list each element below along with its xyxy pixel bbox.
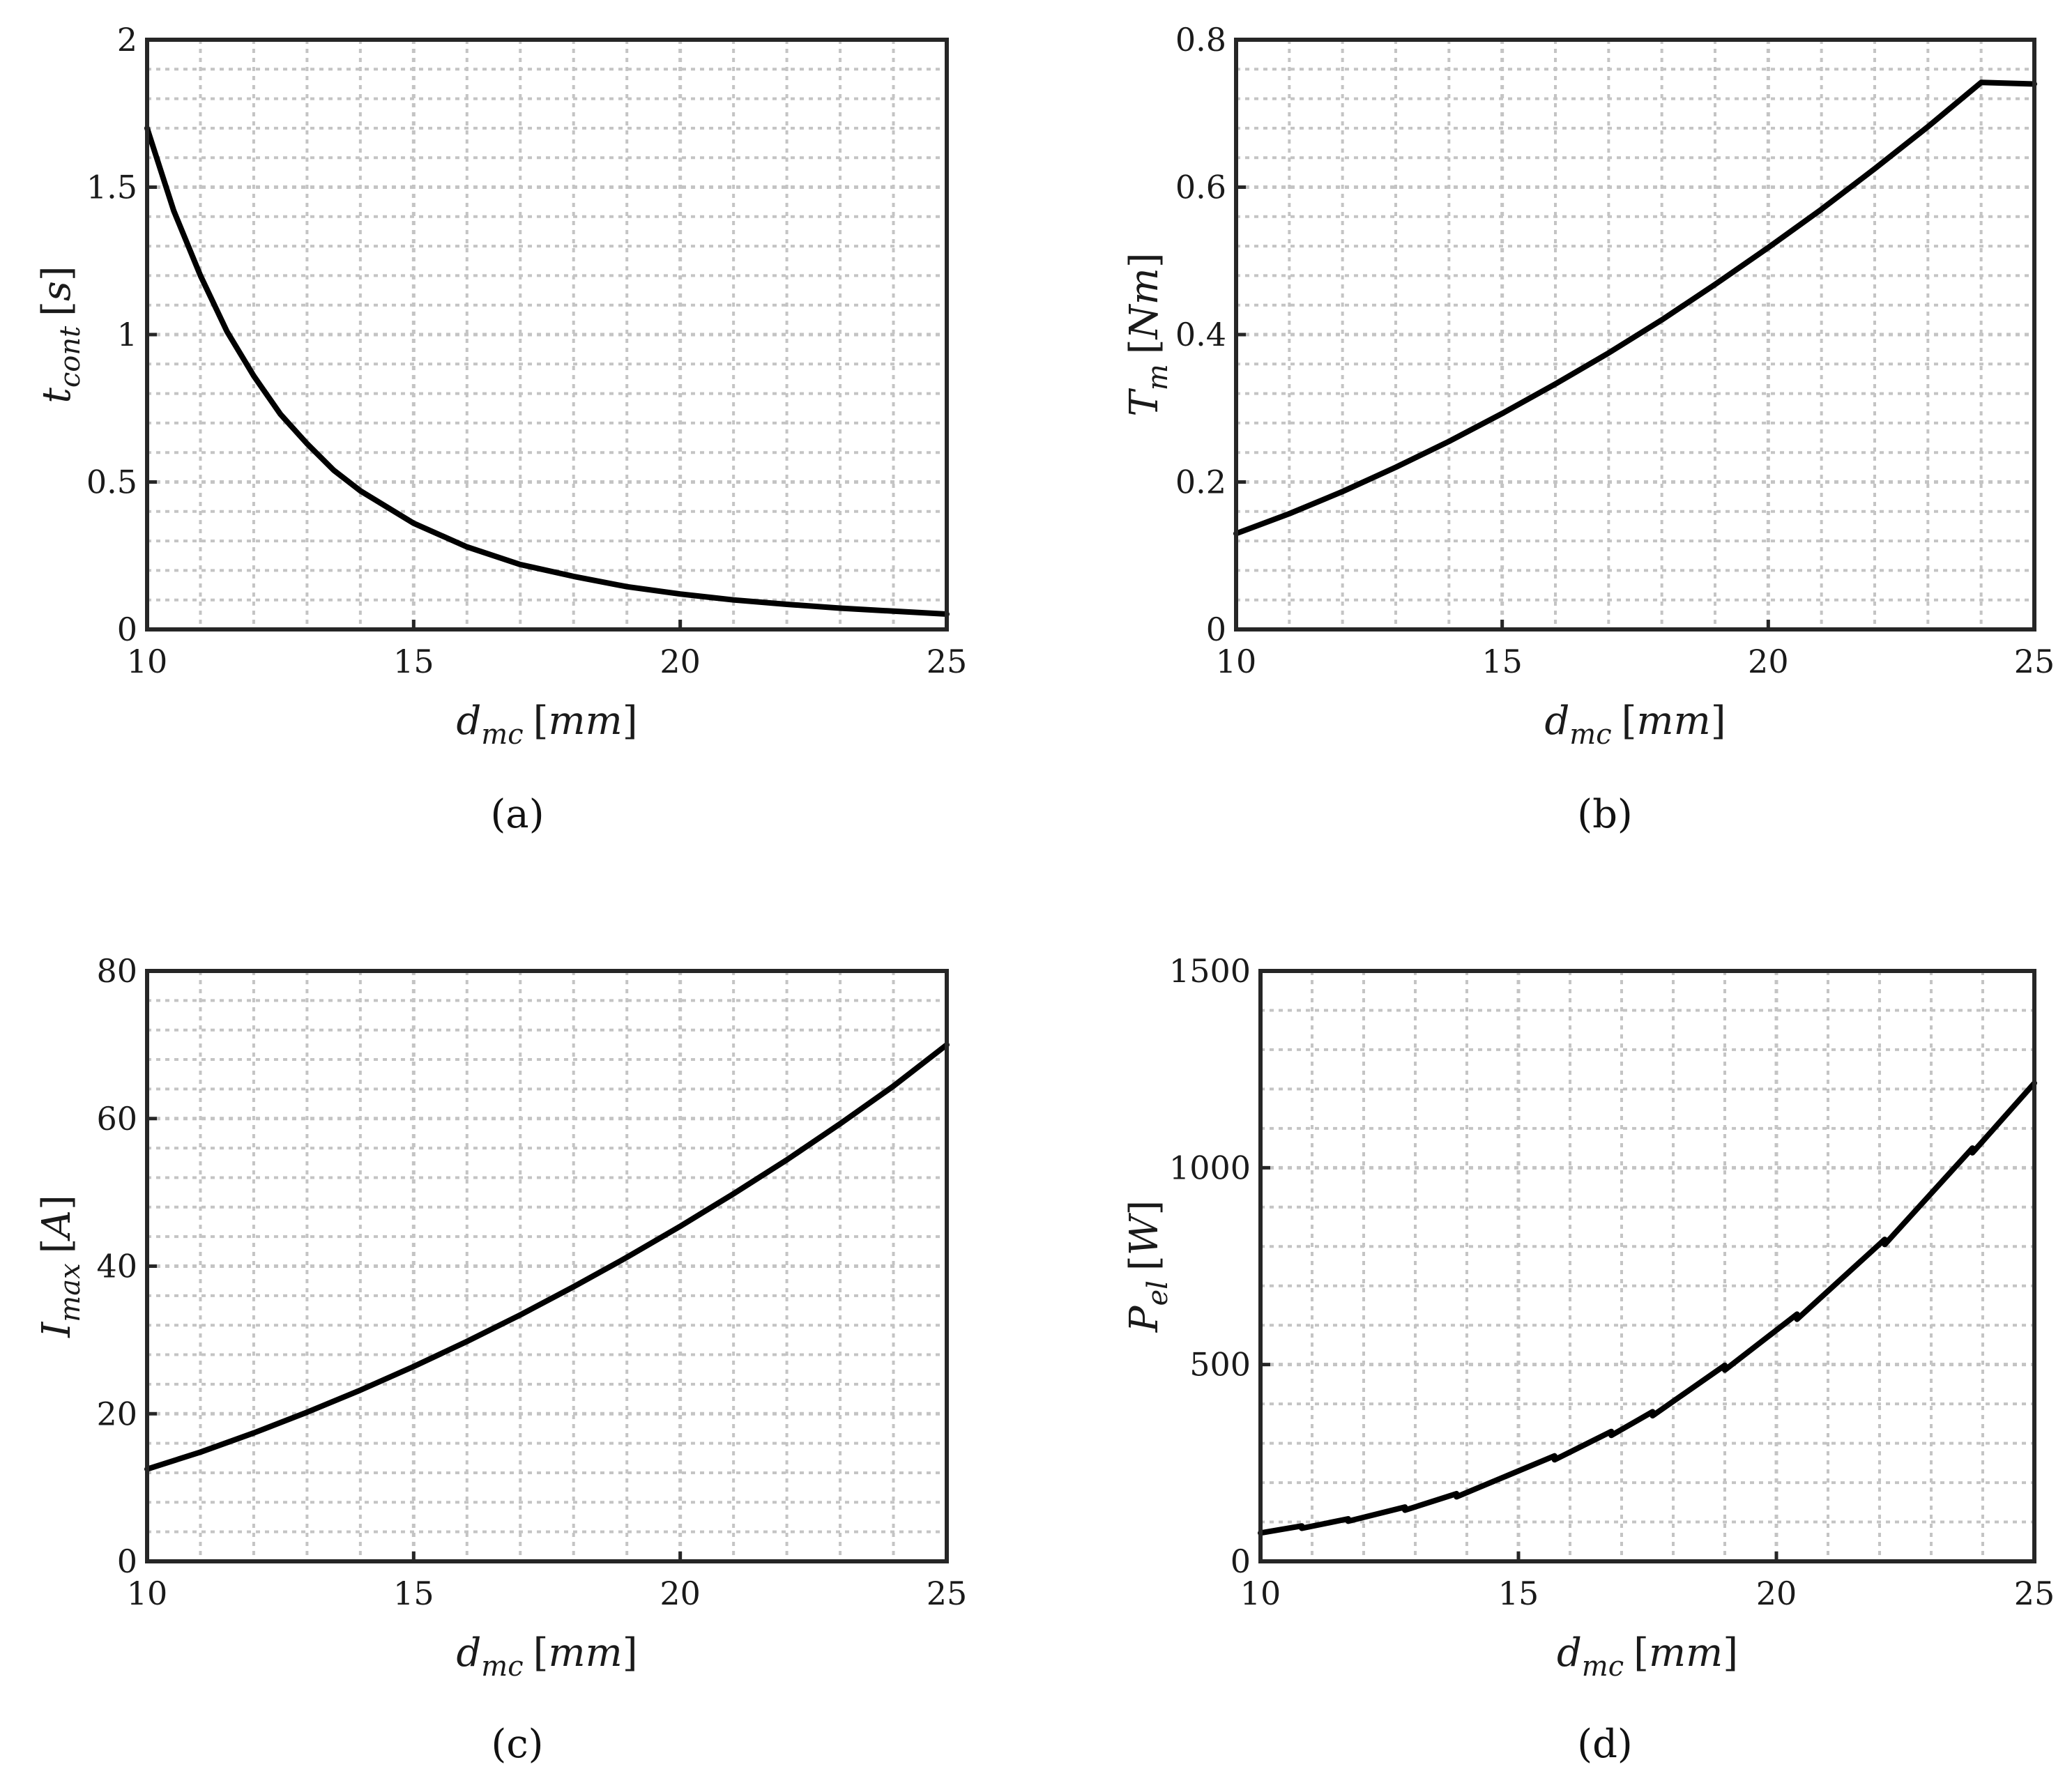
x-axis-unit: mm <box>549 698 623 744</box>
x-axis-variable: d <box>456 1630 481 1676</box>
x-axis-label: dmc [mm] <box>1557 1630 1738 1683</box>
y-axis-subscript: max <box>54 1263 86 1322</box>
x-axis-unit: mm <box>1637 698 1711 744</box>
y-axis-unit: Nm <box>1122 268 1167 340</box>
y-tick-label: 0 <box>117 611 137 648</box>
data-curve <box>144 125 950 617</box>
panel-c: 10 15 20 25 0 20 40 60 80 dmc [mm] Imax[A] (c) <box>34 952 967 1767</box>
y-tick-label: 500 <box>1189 1346 1251 1384</box>
y-tick-label: 0.8 <box>1175 21 1226 59</box>
x-tick-label: 15 <box>1498 1575 1539 1612</box>
y-tick-label: 20 <box>96 1395 137 1432</box>
panel-caption: (a) <box>490 792 544 837</box>
y-axis-variable: T <box>1122 388 1167 417</box>
x-tick-label: 20 <box>660 1575 701 1612</box>
y-axis-unit: A <box>34 1210 79 1241</box>
y-tick-label: 2 <box>117 21 137 59</box>
x-axis-variable: d <box>456 698 481 744</box>
y-tick-label: 0.2 <box>1175 464 1226 501</box>
x-axis-subscript: mc <box>1569 719 1611 751</box>
x-tick-label: 10 <box>127 643 168 680</box>
y-axis-variable: t <box>34 388 79 404</box>
y-tick-label: 1000 <box>1169 1149 1251 1186</box>
x-tick-label: 15 <box>1481 643 1523 680</box>
y-tick-label: 0.6 <box>1175 169 1226 206</box>
x-axis-unit: mm <box>1649 1630 1723 1676</box>
panel-caption: (b) <box>1577 792 1633 837</box>
x-tick-label: 10 <box>127 1575 168 1612</box>
y-axis-subscript: cont <box>54 326 86 388</box>
y-tick-label: 1500 <box>1169 952 1251 990</box>
panel-d: 10 15 20 25 0 500 1000 1500 dmc [mm] Pel[W] (d) <box>1122 952 2055 1767</box>
x-axis-variable: d <box>1544 698 1569 744</box>
y-tick-label: 0.4 <box>1175 316 1226 353</box>
y-tick-label: 1.5 <box>86 169 137 206</box>
grid <box>147 971 947 1561</box>
y-axis-label: tcont[s] <box>34 266 86 403</box>
x-tick-label: 10 <box>1216 643 1257 680</box>
panel-caption: (d) <box>1577 1722 1633 1767</box>
x-tick-label: 20 <box>1748 643 1789 680</box>
grid <box>1236 40 2034 629</box>
y-axis-unit: s <box>34 281 79 301</box>
x-tick-label: 25 <box>2014 1575 2055 1612</box>
y-tick-label: 0 <box>1206 611 1226 648</box>
panel-b: 10 15 20 25 0 0.2 0.4 0.6 0.8 dmc [mm] Tm[Nm] (b) <box>1122 21 2055 837</box>
data-curve <box>1258 1080 2037 1536</box>
y-axis-label: Tm[Nm] <box>1122 252 1174 416</box>
y-tick-label: 40 <box>96 1248 137 1285</box>
grid <box>147 40 947 629</box>
y-axis-label: Pel[W] <box>1122 1200 1174 1333</box>
y-axis-variable: I <box>34 1321 79 1338</box>
data-curve <box>1233 79 2037 537</box>
x-tick-label: 20 <box>660 643 701 680</box>
y-tick-label: 0.5 <box>86 464 137 501</box>
data-curve <box>144 1041 950 1472</box>
x-tick-label: 25 <box>2014 643 2055 680</box>
axes-frame <box>1258 969 2036 1563</box>
x-axis-unit: mm <box>549 1630 623 1676</box>
y-tick-label: 0 <box>117 1543 137 1580</box>
grid <box>1260 971 2034 1561</box>
x-tick-label: 25 <box>927 643 968 680</box>
y-axis-unit: W <box>1122 1212 1167 1255</box>
x-tick-label: 15 <box>393 1575 434 1612</box>
y-axis-subscript: m <box>1142 364 1174 390</box>
x-axis-subscript: mc <box>1582 1651 1624 1683</box>
x-tick-label: 10 <box>1240 1575 1281 1612</box>
y-tick-label: 1 <box>117 316 137 353</box>
y-tick-label: 0 <box>1231 1543 1251 1580</box>
y-axis-subscript: el <box>1142 1280 1174 1306</box>
x-tick-label: 25 <box>927 1575 968 1612</box>
x-axis-label: dmc [mm] <box>1544 698 1726 751</box>
x-tick-label: 15 <box>393 643 434 680</box>
y-axis-label: Imax[A] <box>34 1195 86 1338</box>
y-tick-label: 60 <box>96 1100 137 1138</box>
x-axis-label: dmc [mm] <box>456 1630 637 1683</box>
y-tick-label: 80 <box>96 952 137 990</box>
x-axis-subscript: mc <box>481 719 523 751</box>
y-axis-variable: P <box>1122 1305 1167 1333</box>
x-axis-label: dmc [mm] <box>456 698 637 751</box>
panel-a: 10 15 20 25 0 0.5 1 1.5 2 dmc [mm] tcont[s] (a) <box>34 21 967 837</box>
x-axis-subscript: mc <box>481 1651 523 1683</box>
x-axis-variable: d <box>1557 1630 1582 1676</box>
x-tick-label: 20 <box>1756 1575 1797 1612</box>
panel-caption: (c) <box>491 1722 543 1767</box>
